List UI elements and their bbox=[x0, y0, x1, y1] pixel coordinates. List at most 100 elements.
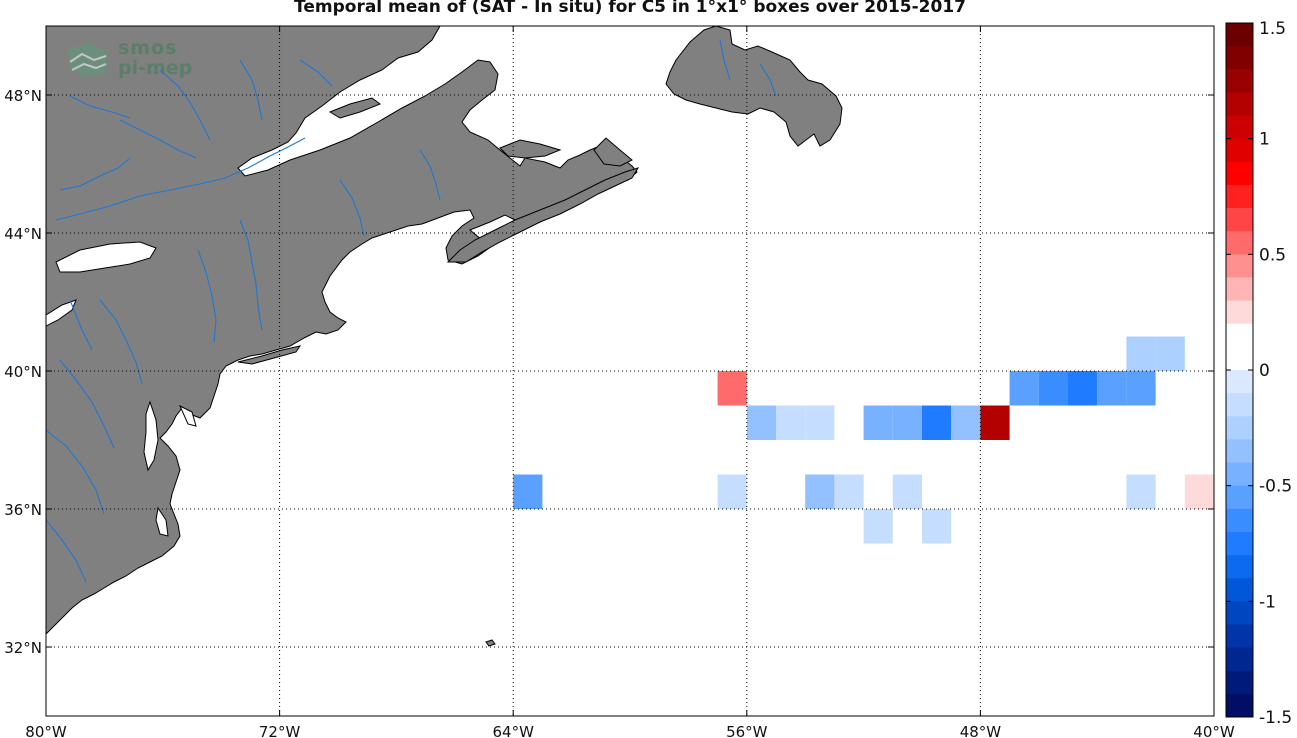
data-cell bbox=[1184, 474, 1214, 509]
lat-tick-label: 32°N bbox=[4, 639, 42, 657]
colorbar-segment bbox=[1226, 601, 1253, 625]
lake-ontario bbox=[55, 241, 157, 273]
colorbar-segment bbox=[1226, 624, 1253, 649]
rivers bbox=[46, 39, 777, 583]
colorbar-segment bbox=[1226, 161, 1253, 186]
pamlico-sound bbox=[155, 506, 169, 537]
colorbar-tick-label: 0.5 bbox=[1259, 245, 1286, 265]
colorbar-segment bbox=[1226, 578, 1253, 602]
data-cell bbox=[1097, 509, 1127, 544]
logo-text-smos: smos bbox=[118, 37, 178, 59]
colorbar-segment bbox=[1226, 370, 1253, 394]
colorbar-segment bbox=[1226, 393, 1253, 417]
logo-text-pimep: pi-mep bbox=[118, 57, 193, 79]
colorbar-segment bbox=[1226, 693, 1253, 718]
data-cell bbox=[922, 509, 952, 544]
colorbar-segment bbox=[1226, 300, 1253, 325]
data-cell bbox=[1038, 371, 1068, 406]
colorbar-segment bbox=[1226, 670, 1253, 695]
colorbar-segment bbox=[1226, 555, 1253, 579]
colorbar-segment bbox=[1226, 277, 1253, 302]
data-cell bbox=[717, 474, 747, 509]
data-cell bbox=[805, 474, 835, 509]
data-cell bbox=[1126, 336, 1156, 371]
data-cell bbox=[863, 405, 893, 440]
lat-tick-label: 36°N bbox=[4, 501, 42, 519]
colorbar-tick-label: -1.5 bbox=[1259, 708, 1292, 728]
data-cell bbox=[1068, 371, 1098, 406]
colorbar-segment bbox=[1226, 92, 1253, 117]
data-cell bbox=[1126, 474, 1156, 509]
colorbar-segment bbox=[1226, 138, 1253, 163]
lon-tick-label: 72°W bbox=[259, 723, 301, 738]
colorbar-segment bbox=[1226, 416, 1253, 440]
data-cells bbox=[513, 336, 1214, 544]
long-island bbox=[237, 345, 302, 365]
data-cell bbox=[1009, 371, 1039, 406]
lon-tick-label: 64°W bbox=[492, 723, 534, 738]
colorbar-tick-label: 1 bbox=[1259, 130, 1270, 150]
data-cell bbox=[892, 405, 922, 440]
data-cell bbox=[951, 405, 981, 440]
lat-tick-label: 48°N bbox=[4, 87, 42, 105]
data-cell bbox=[513, 474, 543, 509]
data-cell bbox=[1126, 371, 1156, 406]
colorbar-segment bbox=[1226, 508, 1253, 533]
data-cell bbox=[746, 474, 776, 509]
north-america-land bbox=[46, 26, 638, 635]
colorbar-segment bbox=[1226, 23, 1253, 47]
newfoundland-land bbox=[665, 26, 843, 147]
data-cell bbox=[863, 509, 893, 544]
colorbar-segment bbox=[1226, 485, 1253, 510]
anticosti-island bbox=[328, 97, 382, 119]
nova-scotia-land bbox=[446, 167, 640, 263]
data-cell bbox=[717, 371, 747, 406]
lon-tick-label: 40°W bbox=[1193, 723, 1235, 738]
chesapeake-bay bbox=[143, 400, 159, 472]
colorbar-tick-label: -0.5 bbox=[1259, 477, 1292, 497]
smos-pimep-logo: smos pi-mep bbox=[66, 36, 206, 82]
colorbar-segment bbox=[1226, 531, 1253, 556]
data-cell bbox=[922, 405, 952, 440]
colorbar-segment bbox=[1226, 208, 1253, 232]
lon-tick-label: 80°W bbox=[25, 723, 67, 738]
colorbar-segment bbox=[1226, 69, 1253, 93]
colorbar: 1.5 1 0.5 0 -0.5 -1 -1.5 bbox=[1225, 19, 1292, 728]
data-cell bbox=[980, 509, 1010, 544]
data-cell bbox=[892, 474, 922, 509]
data-cell bbox=[805, 405, 835, 440]
colorbar-segment bbox=[1226, 46, 1253, 70]
data-cell bbox=[746, 405, 776, 440]
smos-pimep-logo-icon bbox=[68, 42, 108, 76]
data-cell bbox=[834, 474, 864, 509]
bermuda-island bbox=[485, 639, 496, 647]
colorbar-tick-label: 1.5 bbox=[1259, 19, 1286, 39]
colorbar-segment bbox=[1226, 254, 1253, 278]
colorbar-tick-label: 0 bbox=[1259, 361, 1270, 381]
prince-edward-island bbox=[499, 139, 562, 159]
colorbar-segment bbox=[1226, 462, 1253, 487]
colorbar-segment bbox=[1226, 323, 1253, 348]
lake-erie bbox=[46, 299, 77, 327]
colorbar-segment bbox=[1226, 115, 1253, 140]
colorbar-segment bbox=[1226, 231, 1253, 255]
delaware-bay bbox=[178, 404, 197, 427]
lat-tick-label: 40°N bbox=[4, 363, 42, 381]
data-cell bbox=[776, 405, 806, 440]
data-cell bbox=[951, 474, 981, 509]
colorbar-segment bbox=[1226, 647, 1253, 672]
axis-ticks: 80°W 72°W 64°W 56°W 48°W 40°W 32°N 36°N 40°N 44°N… bbox=[4, 26, 1235, 738]
data-cell bbox=[980, 405, 1010, 440]
colorbar-segment bbox=[1226, 346, 1253, 371]
lon-tick-label: 56°W bbox=[726, 723, 768, 738]
colorbar-segment bbox=[1226, 184, 1253, 209]
data-cell bbox=[1097, 371, 1127, 406]
map-gridlines bbox=[46, 26, 1214, 716]
chart-title: Temporal mean of (SAT - In situ) for C5 … bbox=[294, 0, 966, 17]
lat-tick-label: 44°N bbox=[4, 225, 42, 243]
colorbar-tick-label: -1 bbox=[1259, 592, 1276, 612]
lon-tick-label: 48°W bbox=[960, 723, 1002, 738]
cape-breton-land bbox=[593, 137, 633, 167]
data-cell bbox=[1155, 336, 1185, 371]
